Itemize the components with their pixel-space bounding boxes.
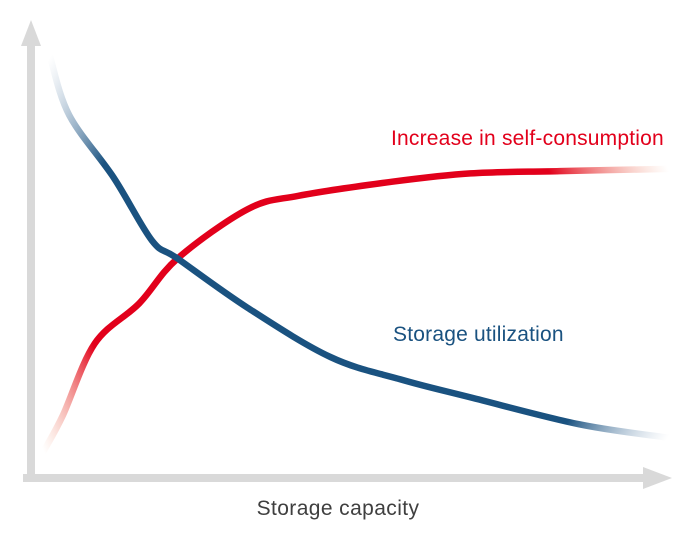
y-axis-line <box>27 42 35 482</box>
x-axis <box>23 467 672 489</box>
x-axis-line <box>23 474 645 482</box>
self-consumption-label: Increase in self-consumption <box>391 127 664 150</box>
self-consumption-curve <box>40 165 672 455</box>
x-axis-arrowhead-icon <box>643 467 672 489</box>
storage-utilization-curve <box>46 53 672 441</box>
y-axis-arrowhead-icon <box>21 20 41 46</box>
y-axis <box>21 20 41 482</box>
x-axis-title: Storage capacity <box>256 497 420 520</box>
storage-utilization-label: Storage utilization <box>393 323 564 346</box>
